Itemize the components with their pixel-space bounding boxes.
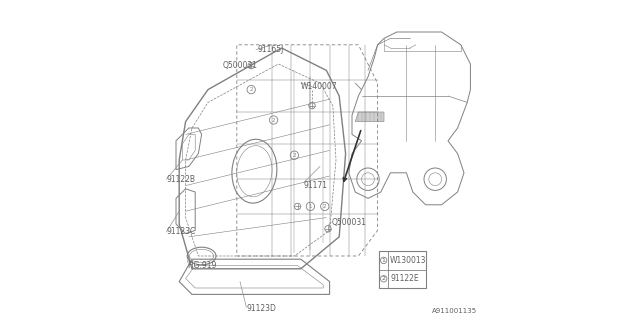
- Text: 2: 2: [272, 117, 275, 123]
- Text: 91171: 91171: [304, 181, 328, 190]
- Bar: [380, 251, 426, 288]
- Text: 2: 2: [250, 87, 253, 92]
- Text: 2: 2: [323, 204, 326, 209]
- Text: 91122E: 91122E: [390, 274, 419, 283]
- Text: 1: 1: [308, 204, 312, 209]
- Text: 91123C: 91123C: [166, 228, 196, 236]
- Text: W140007: W140007: [301, 82, 337, 91]
- Text: W130013: W130013: [390, 256, 427, 265]
- Text: 2: 2: [292, 153, 296, 158]
- Text: A911001135: A911001135: [431, 308, 477, 314]
- Text: Q500031: Q500031: [223, 61, 257, 70]
- Text: 91122B: 91122B: [166, 175, 195, 184]
- Text: Q500031: Q500031: [332, 218, 366, 227]
- Text: 91165J: 91165J: [258, 45, 284, 54]
- Text: 1: 1: [381, 258, 386, 263]
- Text: FIG.919: FIG.919: [187, 261, 216, 270]
- Text: 2: 2: [381, 276, 386, 281]
- Text: 91123D: 91123D: [246, 304, 276, 313]
- Polygon shape: [355, 112, 384, 122]
